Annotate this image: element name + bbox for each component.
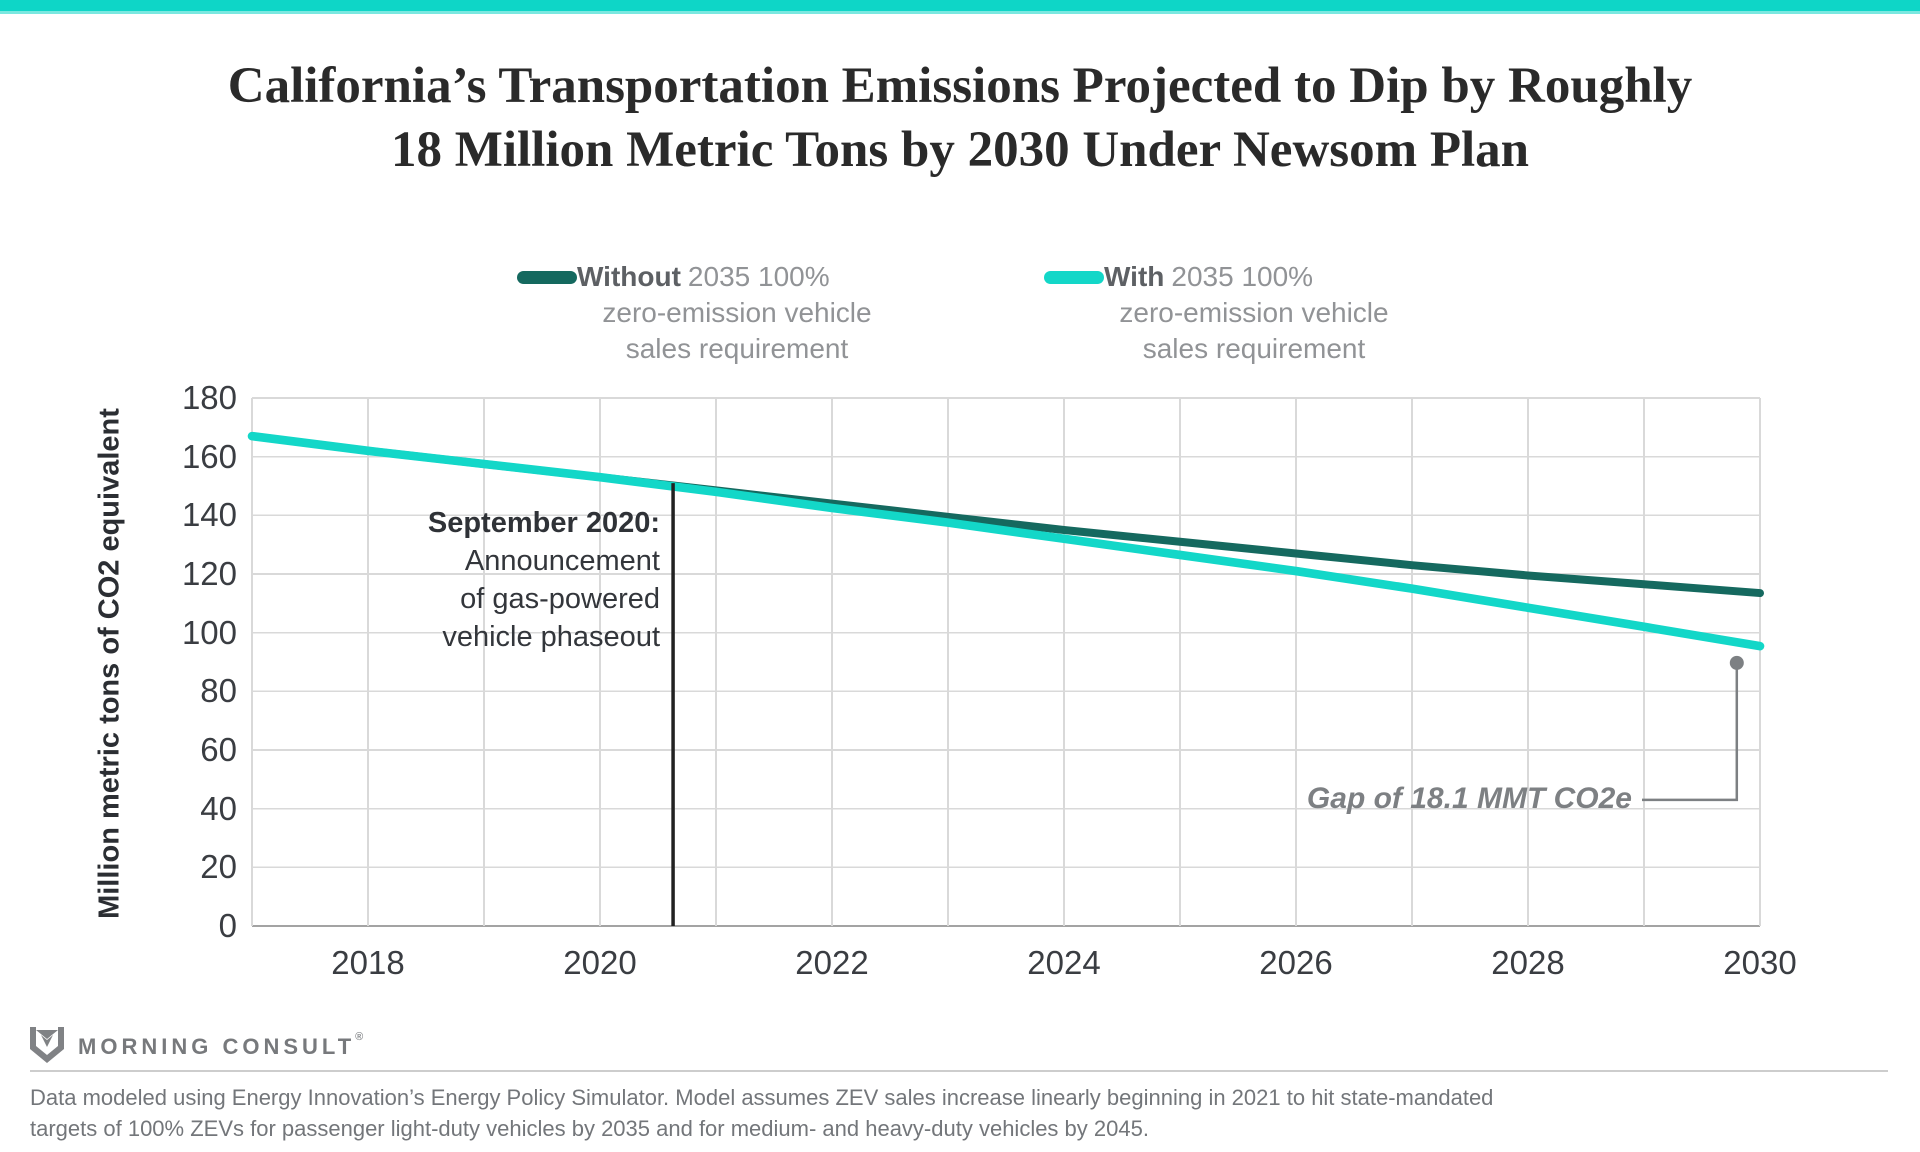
- legend-swatch-with: [1044, 270, 1104, 284]
- y-tick-label: 100: [181, 613, 237, 651]
- morning-consult-logo-mark: [30, 1027, 64, 1063]
- y-tick-label: 140: [181, 496, 237, 534]
- y-tick-label: 60: [200, 731, 237, 768]
- page-title-line1: California’s Transportation Emissions Pr…: [227, 58, 1693, 114]
- y-tick-label: 80: [200, 672, 237, 710]
- legend-label-without-line2: zero-emission vehicle: [602, 297, 872, 328]
- legend-label-without-bold: Without: [577, 261, 681, 292]
- legend-label-with-rest: 2035 100%: [1171, 261, 1314, 292]
- event-annotation-line2: Announcement: [464, 545, 660, 577]
- legend-swatch-without: [517, 270, 577, 284]
- page-title-line2: 18 Million Metric Tons by 2030 Under New…: [390, 122, 1530, 178]
- y-tick-label: 40: [200, 789, 237, 827]
- x-tick-label: 2026: [1259, 944, 1333, 981]
- legend-item-with: With 2035 100% zero-emission vehicle sal…: [1044, 259, 1404, 367]
- x-tick-label: 2022: [795, 944, 869, 981]
- legend-label-without-rest: 2035 100%: [687, 261, 830, 292]
- page-title: California’s Transportation Emissions Pr…: [0, 54, 1920, 182]
- legend-label-with-line2: zero-emission vehicle: [1119, 297, 1389, 328]
- y-tick-label: 120: [181, 555, 237, 592]
- event-annotation-heading: September 2020:: [427, 507, 660, 539]
- brand-top-bar: [0, 0, 1920, 11]
- registered-trademark-symbol: ®: [355, 1030, 364, 1043]
- x-tick-label: 2024: [1027, 944, 1101, 981]
- x-tick-label: 2018: [331, 944, 405, 981]
- y-tick-label: 20: [200, 848, 237, 886]
- legend-label-with-bold: With: [1104, 261, 1165, 292]
- legend-label-with-line3: sales requirement: [1142, 333, 1366, 364]
- y-tick-label: 0: [218, 907, 237, 944]
- legend-label-without-line3: sales requirement: [625, 333, 849, 364]
- morning-consult-logo-text: MORNING CONSULT®: [78, 1030, 364, 1059]
- gap-annotation-label: Gap of 18.1 MMT CO2e: [1306, 782, 1632, 815]
- x-tick-label: 2030: [1723, 944, 1797, 981]
- x-tick-label: 2028: [1491, 944, 1565, 981]
- footer-source-note: Data modeled using Energy Innovation’s E…: [30, 1082, 1888, 1144]
- y-tick-label: 160: [181, 437, 237, 475]
- brand-top-bar-edge: [0, 11, 1920, 14]
- footer-line1: Data modeled using Energy Innovation’s E…: [30, 1085, 1494, 1110]
- footer-line2: targets of 100% ZEVs for passenger light…: [30, 1116, 1149, 1141]
- morning-consult-logo: MORNING CONSULT®: [30, 1027, 363, 1063]
- y-axis-title: Million metric tons of CO2 equivalent: [93, 408, 126, 919]
- y-tick-label: 180: [181, 379, 237, 416]
- event-annotation-september-2020: September 2020: Announcement of gas-powe…: [260, 504, 660, 656]
- event-annotation-line4: vehicle phaseout: [442, 621, 660, 653]
- legend-item-without: Without 2035 100% zero-emission vehicle …: [517, 259, 897, 367]
- x-tick-label: 2020: [563, 944, 637, 981]
- footer-divider: [30, 1070, 1888, 1072]
- event-annotation-line3: of gas-powered: [460, 583, 660, 615]
